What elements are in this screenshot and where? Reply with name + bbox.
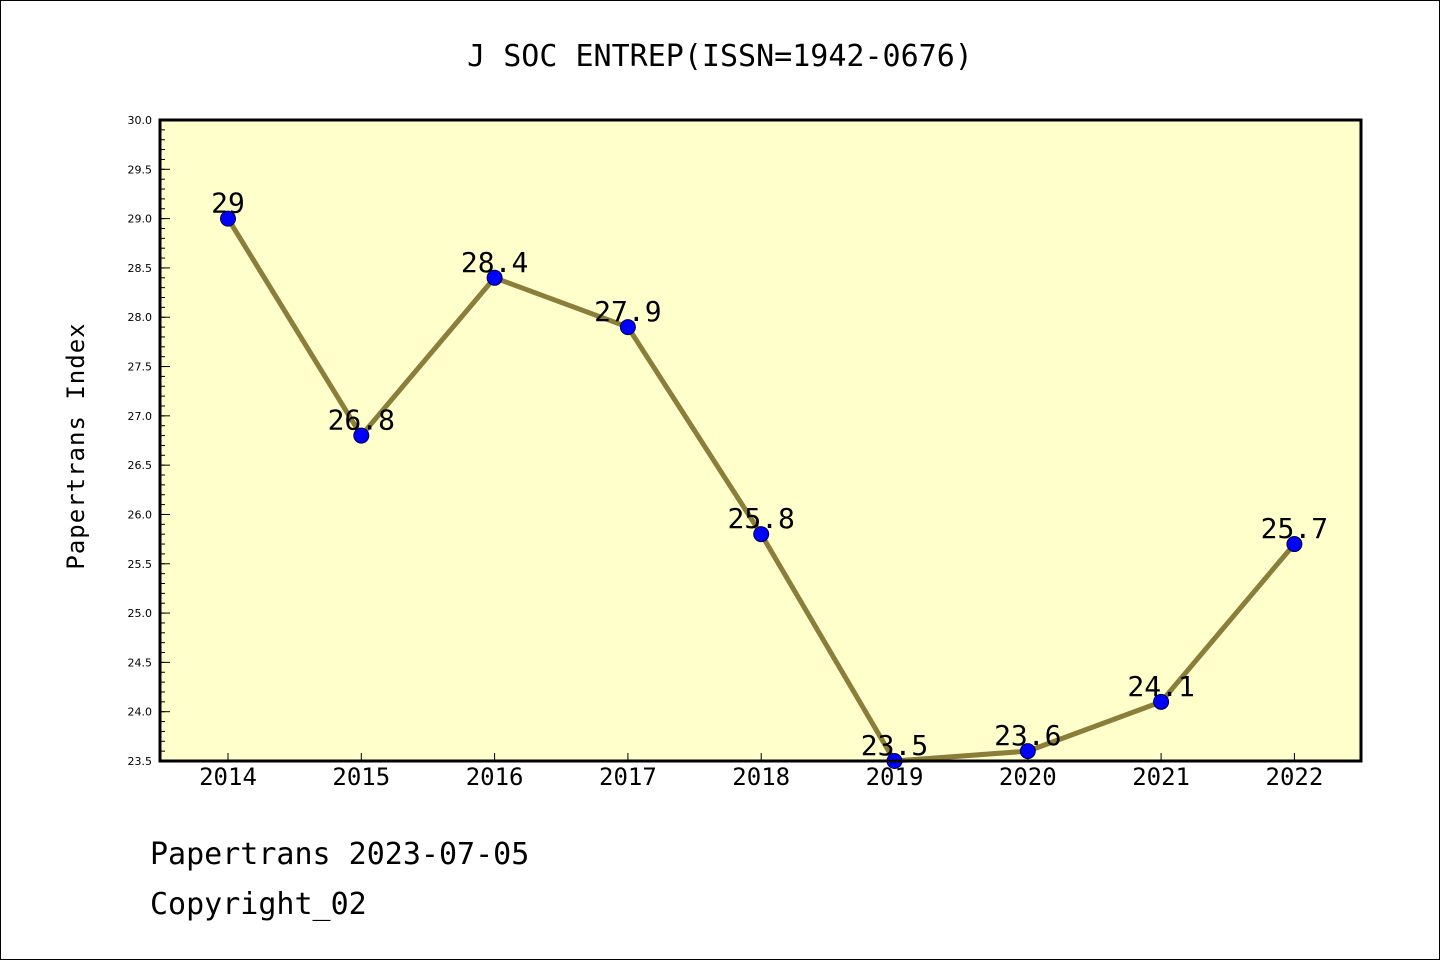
- x-tick-label: 2020: [999, 763, 1057, 791]
- y-tick-label: 26.0: [128, 508, 153, 521]
- data-point-2020: [1019, 743, 1036, 760]
- data-point-2015: [353, 427, 370, 444]
- data-point-2021: [1153, 693, 1170, 710]
- data-point-2018: [753, 526, 770, 543]
- data-point-2022: [1286, 536, 1303, 553]
- y-tick-label: 27.5: [128, 361, 153, 374]
- data-label-2014: 29: [211, 187, 245, 220]
- x-tick-label: 2021: [1132, 763, 1190, 791]
- data-point-2014: [220, 210, 236, 227]
- plot-border: [158, 118, 1363, 763]
- y-tick-label: 28.5: [128, 262, 153, 275]
- chart-title: J SOC ENTREP(ISSN=1942-0676): [467, 39, 973, 74]
- y-tick-label: 28.0: [128, 311, 153, 324]
- y-tick-label: 25.0: [128, 607, 153, 620]
- x-tick-label: 2015: [332, 763, 390, 791]
- data-label-2018: 25.8: [727, 502, 794, 535]
- data-label-2015: 26.8: [328, 404, 395, 437]
- data-label-2021: 24.1: [1127, 670, 1194, 703]
- y-axis-label: Papertrans Index: [62, 322, 90, 569]
- data-label-2020: 23.6: [994, 719, 1061, 752]
- y-tick-label: 29.5: [128, 163, 153, 176]
- footer-date-text: Papertrans 2023-07-05: [150, 837, 529, 872]
- x-axis-ticks: 2014 2015 2016 2017 2018 2019 2020 2021 2022: [199, 753, 1323, 791]
- x-tick-label: 2014: [199, 763, 257, 791]
- y-tick-label: 25.5: [128, 558, 153, 571]
- y-tick-label: 23.5: [128, 755, 153, 768]
- footer-copyright-text: Copyright_02: [150, 887, 367, 922]
- y-tick-label: 29.0: [128, 213, 153, 226]
- y-tick-label: 24.5: [128, 656, 153, 669]
- y-tick-label: 30.0: [128, 114, 153, 127]
- y-axis-ticks: 23.5 24.0 24.5 25.0 25.5 26.0 26.5 27.0 27.5 28.0…: [128, 114, 170, 768]
- data-label-2016: 28.4: [461, 246, 528, 279]
- data-labels: 29 26.8 28.4 27.9 25.8 23.5 23.6 24.1 25.7: [211, 187, 1328, 762]
- y-tick-label: 26.5: [128, 459, 153, 472]
- plot-area: [160, 120, 1361, 761]
- data-point-2017: [619, 319, 636, 336]
- x-tick-label: 2018: [732, 763, 790, 791]
- x-tick-label: 2017: [599, 763, 657, 791]
- y-tick-label: 27.0: [128, 410, 153, 423]
- data-label-2022: 25.7: [1261, 512, 1328, 545]
- data-label-2017: 27.9: [594, 295, 661, 328]
- y-tick-label: 24.0: [128, 706, 153, 719]
- data-label-2019: 23.5: [861, 729, 928, 762]
- x-tick-label: 2022: [1266, 763, 1324, 791]
- x-tick-label: 2016: [466, 763, 524, 791]
- data-point-2016: [486, 269, 503, 286]
